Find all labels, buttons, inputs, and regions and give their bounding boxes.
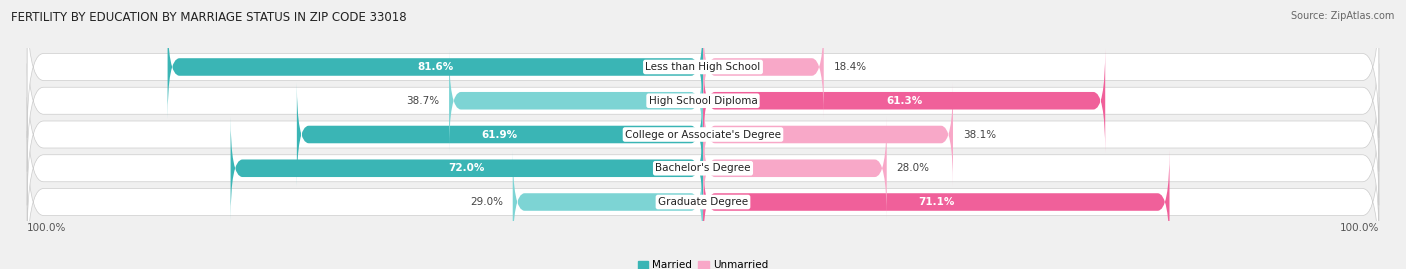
Text: 38.1%: 38.1% bbox=[963, 129, 995, 140]
FancyBboxPatch shape bbox=[703, 83, 953, 186]
Text: High School Diploma: High School Diploma bbox=[648, 96, 758, 106]
Text: FERTILITY BY EDUCATION BY MARRIAGE STATUS IN ZIP CODE 33018: FERTILITY BY EDUCATION BY MARRIAGE STATU… bbox=[11, 11, 406, 24]
Text: 38.7%: 38.7% bbox=[406, 96, 439, 106]
Text: Bachelor's Degree: Bachelor's Degree bbox=[655, 163, 751, 173]
FancyBboxPatch shape bbox=[231, 116, 703, 220]
Text: 71.1%: 71.1% bbox=[918, 197, 955, 207]
Text: 28.0%: 28.0% bbox=[897, 163, 929, 173]
Text: Source: ZipAtlas.com: Source: ZipAtlas.com bbox=[1291, 11, 1395, 21]
Legend: Married, Unmarried: Married, Unmarried bbox=[638, 260, 768, 269]
FancyBboxPatch shape bbox=[27, 63, 1379, 206]
FancyBboxPatch shape bbox=[703, 49, 1105, 153]
Text: 72.0%: 72.0% bbox=[449, 163, 485, 173]
FancyBboxPatch shape bbox=[27, 131, 1379, 269]
FancyBboxPatch shape bbox=[167, 15, 703, 119]
Text: 61.3%: 61.3% bbox=[886, 96, 922, 106]
FancyBboxPatch shape bbox=[297, 83, 703, 186]
FancyBboxPatch shape bbox=[513, 150, 703, 254]
FancyBboxPatch shape bbox=[27, 0, 1379, 138]
FancyBboxPatch shape bbox=[27, 97, 1379, 239]
Text: Less than High School: Less than High School bbox=[645, 62, 761, 72]
FancyBboxPatch shape bbox=[703, 116, 887, 220]
FancyBboxPatch shape bbox=[703, 150, 1170, 254]
Text: 81.6%: 81.6% bbox=[418, 62, 453, 72]
Text: 29.0%: 29.0% bbox=[470, 197, 503, 207]
Text: College or Associate's Degree: College or Associate's Degree bbox=[626, 129, 780, 140]
FancyBboxPatch shape bbox=[703, 15, 824, 119]
FancyBboxPatch shape bbox=[449, 49, 703, 153]
FancyBboxPatch shape bbox=[27, 30, 1379, 172]
Text: 61.9%: 61.9% bbox=[482, 129, 517, 140]
Text: Graduate Degree: Graduate Degree bbox=[658, 197, 748, 207]
Text: 18.4%: 18.4% bbox=[834, 62, 866, 72]
